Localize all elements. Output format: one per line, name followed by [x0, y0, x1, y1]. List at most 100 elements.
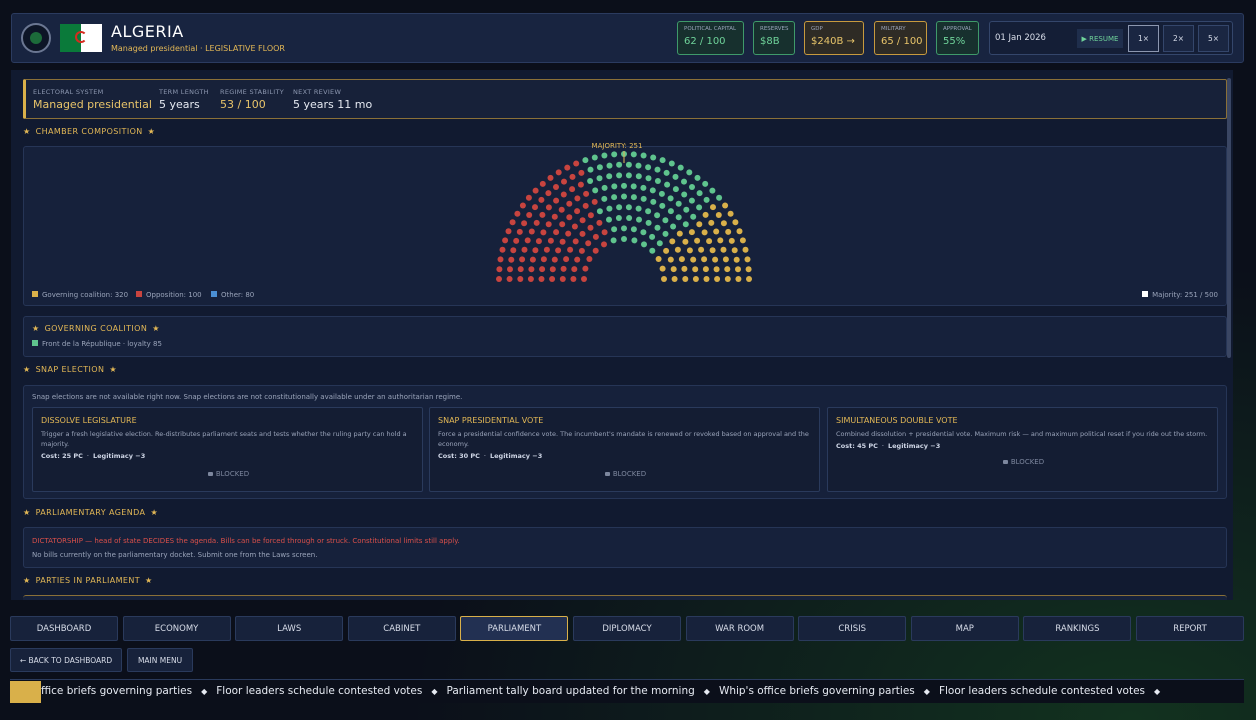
seat	[577, 181, 584, 188]
seat	[659, 265, 666, 272]
section-title: ★ PARLIAMENTARY AGENDA ★	[23, 508, 158, 517]
nav-tab[interactable]: REPORT	[1136, 616, 1244, 641]
seat	[611, 151, 618, 158]
star: ★	[23, 576, 31, 585]
seat	[713, 228, 720, 235]
seat	[592, 247, 599, 254]
seat	[563, 256, 570, 263]
nav-tab[interactable]: RANKINGS	[1023, 616, 1132, 641]
seat	[682, 276, 689, 282]
seat	[713, 266, 720, 273]
seat	[524, 237, 531, 244]
seat	[514, 210, 521, 217]
seat	[696, 190, 703, 197]
seat	[630, 194, 637, 201]
seat	[601, 241, 607, 248]
seat	[654, 224, 661, 231]
ticker-separator: ◆	[923, 687, 930, 696]
seat	[545, 221, 552, 228]
seat	[690, 213, 697, 220]
seat	[621, 182, 627, 189]
seat	[596, 219, 603, 226]
seat	[728, 237, 735, 244]
nav-tab[interactable]: DIPLOMACY	[573, 616, 681, 641]
nav-tab[interactable]: CABINET	[347, 616, 456, 641]
seat	[545, 190, 552, 197]
legend-swatch	[32, 291, 38, 297]
seat	[551, 213, 558, 220]
nav-tab[interactable]: ECONOMY	[122, 616, 231, 641]
nav-tab[interactable]: MAP	[910, 616, 1019, 641]
country-name: ALGERIA	[111, 22, 184, 41]
seat	[525, 194, 532, 201]
section-title: ★ PARTIES IN PARLIAMENT ★	[23, 576, 153, 585]
stat-label: POLITICAL CAPITAL	[684, 26, 737, 32]
seat	[690, 256, 697, 263]
resume-button[interactable]: ▶ RESUME	[1077, 29, 1123, 48]
ticker-separator: ◆	[201, 687, 208, 696]
seat	[574, 195, 581, 202]
top-bar: ALGERIA Managed presidential · LEGISLATIV…	[11, 13, 1244, 63]
seat	[606, 173, 613, 180]
nav-tab[interactable]: WAR ROOM	[685, 616, 794, 641]
flag	[60, 24, 102, 52]
star: ★	[23, 127, 31, 136]
seat	[746, 276, 752, 282]
seat	[540, 256, 547, 263]
seat	[668, 160, 675, 167]
seat	[739, 237, 746, 244]
cost: Cost: 45 PC	[836, 442, 878, 450]
blocked-button[interactable]: BLOCKED	[436, 466, 815, 482]
ticker-item: ffice briefs governing parties	[41, 685, 193, 697]
seat	[555, 169, 562, 176]
seat	[621, 193, 627, 200]
seat	[631, 237, 638, 244]
stat-box: RESERVES $8B	[753, 21, 795, 55]
seat	[736, 228, 743, 235]
speed-button[interactable]: 5×	[1198, 25, 1229, 52]
speed-button[interactable]: 1×	[1128, 25, 1159, 52]
seat	[615, 215, 622, 221]
nav-tab[interactable]: PARLIAMENT	[460, 616, 569, 641]
seat	[674, 246, 681, 253]
seat	[641, 241, 647, 248]
stat-label: APPROVAL	[943, 26, 972, 32]
stat-value: $240B →	[811, 36, 855, 47]
seat	[559, 238, 566, 245]
seat	[681, 178, 687, 185]
info-label: NEXT REVIEW	[293, 88, 342, 96]
seat	[662, 230, 669, 237]
nav-button[interactable]: ← BACK TO DASHBOARD	[10, 648, 122, 672]
seat	[539, 211, 546, 218]
seat	[505, 228, 512, 235]
seat	[572, 238, 579, 245]
blocked-button[interactable]: BLOCKED	[39, 466, 418, 482]
blocked-button[interactable]: BLOCKED	[834, 454, 1213, 470]
seat	[519, 202, 526, 209]
seat	[724, 276, 731, 282]
nav-tab[interactable]: DASHBOARD	[10, 616, 118, 641]
seat	[507, 266, 513, 273]
seat	[574, 208, 581, 215]
nav-tab[interactable]: LAWS	[235, 616, 344, 641]
ticker-separator: ◆	[1154, 687, 1161, 696]
seat	[661, 276, 667, 282]
speed-button[interactable]: 2×	[1163, 25, 1194, 52]
coalition-panel: ★ GOVERNING COALITION ★ Front de la Républi…	[23, 316, 1227, 357]
seat	[692, 276, 699, 282]
seat	[663, 169, 670, 176]
star: ★	[152, 324, 160, 333]
nav-tab[interactable]: CRISIS	[798, 616, 907, 641]
card-cost: Cost: 25 PC · Legitimacy −3	[41, 452, 145, 460]
stat-box: GDP $240B →	[804, 21, 864, 55]
seat	[587, 224, 594, 231]
seat	[578, 169, 585, 176]
seat	[583, 190, 590, 197]
seat	[566, 214, 573, 221]
nav-button[interactable]: MAIN MENU	[127, 648, 193, 672]
seat	[587, 178, 594, 184]
seat	[706, 238, 713, 245]
stat-label: GDP	[811, 26, 823, 32]
seat	[611, 226, 618, 233]
seat	[703, 276, 710, 282]
